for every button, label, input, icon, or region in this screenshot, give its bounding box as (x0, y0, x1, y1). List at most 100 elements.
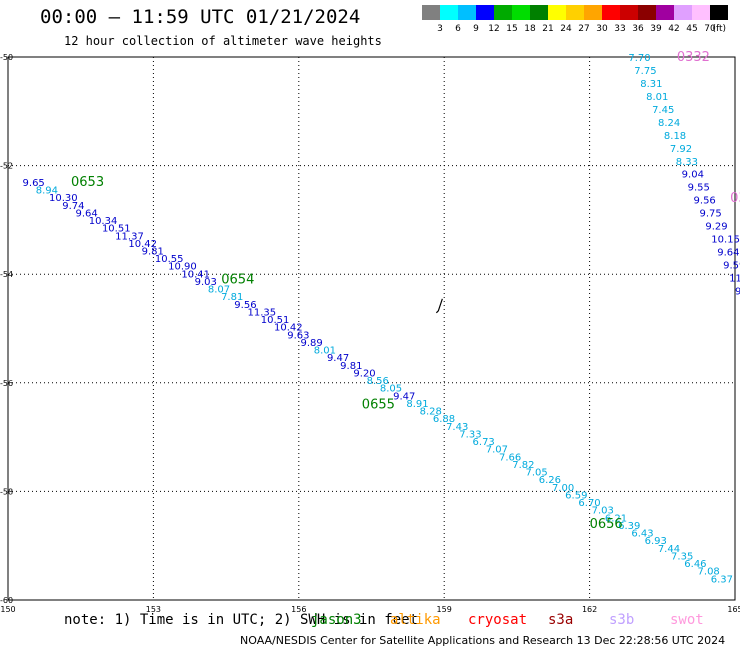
legend-swatch (602, 5, 620, 20)
pass-time-label: 0332 (677, 50, 710, 65)
legend-tick-label: 3 (437, 24, 443, 34)
legend-swatch (458, 5, 476, 20)
longitude-tick-label: 150 (0, 605, 15, 614)
legend-tick-label: 42 (668, 24, 679, 34)
wave-height-value: 10.15 (711, 235, 740, 246)
legend-swatch (674, 5, 692, 20)
wave-height-value: 10.34 (89, 216, 118, 227)
wave-height-value: 7.75 (634, 66, 656, 77)
legend-swatch (584, 5, 602, 20)
wave-height-value: 6.39 (618, 521, 640, 532)
latitude-tick-label: -50 (0, 53, 13, 62)
satellite-legend-s3b: s3b (609, 612, 635, 628)
wave-height-value: 8.31 (640, 79, 662, 90)
pass-time-label: 0655 (362, 398, 395, 413)
wave-height-value: 10.51 (102, 224, 131, 235)
legend-tick-label: 36 (632, 24, 644, 34)
wave-height-value: 6.73 (473, 437, 495, 448)
wave-height-value: 9.64 (717, 248, 739, 259)
wave-height-value: 6.21 (605, 513, 627, 524)
satellite-legend-cryosat: cryosat (468, 612, 528, 628)
longitude-tick-label: 153 (146, 605, 161, 614)
wave-height-value: 9.29 (705, 222, 727, 233)
wave-height-value: 8.56 (367, 376, 389, 387)
wave-height-value: 11.0 (729, 274, 740, 285)
legend-swatch (548, 5, 566, 20)
wave-height-value: 9.65 (23, 178, 45, 189)
wave-height-value: 8.24 (658, 118, 680, 129)
wave-height-value: 6.43 (631, 529, 653, 540)
satellite-legend-swot: swot (670, 612, 704, 628)
wave-height-value: 7.00 (552, 483, 574, 494)
legend-swatch (530, 5, 548, 20)
wave-height-value: 8.28 (420, 407, 442, 418)
wave-height-value: 11.35 (248, 307, 277, 318)
wave-height-value: 8.18 (664, 131, 686, 142)
wave-height-value: 6.59 (565, 490, 587, 501)
wave-height-value: 9.59 (723, 261, 740, 272)
legend-swatch (512, 5, 530, 20)
wave-height-value: 10.30 (49, 193, 78, 204)
page-title: 00:00 – 11:59 UTC 01/21/2024 (40, 6, 361, 28)
wave-height-value: 7.70 (628, 53, 650, 64)
wave-height-value: 9.47 (327, 353, 349, 364)
page-subtitle: 12 hour collection of altimeter wave hei… (64, 34, 382, 48)
pass-time-label: 0654 (221, 273, 254, 288)
wave-height-value: 7.45 (652, 105, 674, 116)
axis-tick-labels: 150 153 156 159 162 165 -50 -52 -54 -56 -58 -60 (0, 53, 740, 614)
wave-height-value: 8.01 (314, 346, 336, 357)
wave-height-value: 9.64 (75, 208, 97, 219)
legend-swatch (494, 5, 512, 20)
wave-height-value: 9.20 (353, 368, 375, 379)
wave-height-value: 9 (735, 286, 740, 297)
wave-height-value: 11.37 (115, 231, 144, 242)
graticule (8, 57, 735, 600)
latitude-tick-label: -60 (0, 596, 13, 605)
wave-height-value: 7.43 (446, 422, 468, 433)
wave-height-legend: 3 6 9 12 15 18 21 24 27 30 33 36 39 42 45 70(ft) (422, 5, 728, 34)
wave-height-value: 9.47 (393, 391, 415, 402)
legend-tick-label: 70 (704, 24, 716, 34)
legend-tick-label: 45 (686, 24, 697, 34)
legend-tick-label: 30 (596, 24, 608, 34)
longitude-tick-label: 165 (727, 605, 740, 614)
legend-tick-label: 15 (506, 24, 517, 34)
legend-unit: (ft) (712, 24, 726, 34)
legend-swatch (620, 5, 638, 20)
pass-labels: 0653 0654 0655 0656 0332 03 (71, 50, 740, 532)
wave-height-value: 9.74 (62, 201, 84, 212)
legend-tick-label: 12 (488, 24, 499, 34)
wave-height-value: 8.07 (208, 285, 230, 296)
wave-height-value: 6.93 (645, 536, 667, 547)
legend-swatch (476, 5, 494, 20)
latitude-tick-label: -52 (0, 162, 13, 171)
legend-tick-label: 21 (542, 24, 553, 34)
longitude-tick-label: 156 (291, 605, 306, 614)
legend-tick-label: 24 (560, 24, 572, 34)
wave-height-value: 8.91 (406, 399, 428, 410)
pass-time-label: 0653 (71, 175, 104, 190)
wave-height-value: 10.41 (181, 269, 210, 280)
wave-height-value: 6.37 (711, 574, 733, 585)
wave-height-value: 9.81 (340, 361, 362, 372)
legend-tick-label: 6 (455, 24, 461, 34)
legend-tick-label: 9 (473, 24, 479, 34)
legend-swatch (422, 5, 440, 20)
wave-height-value: 7.81 (221, 292, 243, 303)
legend-tick-label: 39 (650, 24, 662, 34)
wave-height-value: 7.33 (459, 429, 481, 440)
wave-height-value: 8.01 (646, 92, 668, 103)
legend-tick-label: 27 (578, 24, 589, 34)
map-frame (7, 56, 736, 601)
latitude-tick-label: -58 (0, 487, 13, 496)
legend-swatch (440, 5, 458, 20)
wave-height-value: 9.04 (682, 170, 704, 181)
satellite-legend-jason3: jason3 (311, 612, 362, 628)
wave-height-value: 6.46 (684, 559, 706, 570)
wave-height-value: 7.08 (698, 567, 720, 578)
wave-height-value: 10.42 (274, 323, 303, 334)
legend-swatch (710, 5, 728, 20)
wave-height-value: 9.56 (694, 196, 716, 207)
legend-swatch (656, 5, 674, 20)
wave-height-value: 9.55 (688, 183, 710, 194)
